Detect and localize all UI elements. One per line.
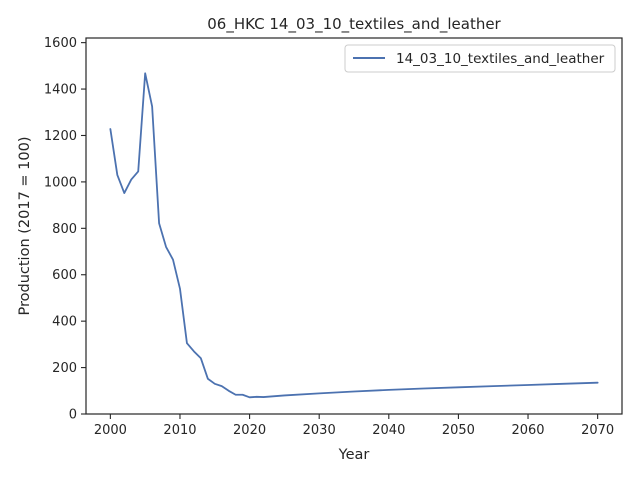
x-tick-label: 2040 xyxy=(372,423,405,438)
y-tick-label: 1400 xyxy=(44,83,77,98)
x-tick-label: 2000 xyxy=(94,423,127,438)
series-line xyxy=(109,72,599,399)
chart-title: 06_HKC 14_03_10_textiles_and_leather xyxy=(207,15,501,34)
y-tick-label: 200 xyxy=(52,361,77,376)
y-tick-label: 1600 xyxy=(44,36,77,51)
y-axis-ticks: 0 200 400 600 800 1000 1200 1400 1600 xyxy=(44,36,86,423)
plot-frame xyxy=(85,37,623,415)
x-tick-label: 2010 xyxy=(163,423,196,438)
y-axis-title: Production (2017 = 100) xyxy=(17,136,33,315)
y-tick-label: 400 xyxy=(52,315,77,330)
series-layer xyxy=(109,72,599,399)
x-tick-label: 2060 xyxy=(511,423,544,438)
legend-label: 14_03_10_textiles_and_leather xyxy=(396,51,605,67)
legend: 14_03_10_textiles_and_leather xyxy=(344,44,616,73)
y-tick-label: 600 xyxy=(52,268,77,283)
x-tick-label: 2070 xyxy=(581,423,614,438)
x-tick-label: 2030 xyxy=(303,423,336,438)
legend-box xyxy=(344,44,616,73)
x-axis-ticks: 2000 2010 2020 2030 2040 2050 2060 2070 xyxy=(94,414,614,438)
y-tick-label: 1000 xyxy=(44,175,77,190)
x-tick-label: 2020 xyxy=(233,423,266,438)
y-tick-label: 1200 xyxy=(44,129,77,144)
plot-area xyxy=(86,38,622,414)
x-tick-label: 2050 xyxy=(442,423,475,438)
y-tick-label: 0 xyxy=(69,408,77,423)
y-tick-label: 800 xyxy=(52,222,77,237)
x-axis-title: Year xyxy=(338,447,370,463)
